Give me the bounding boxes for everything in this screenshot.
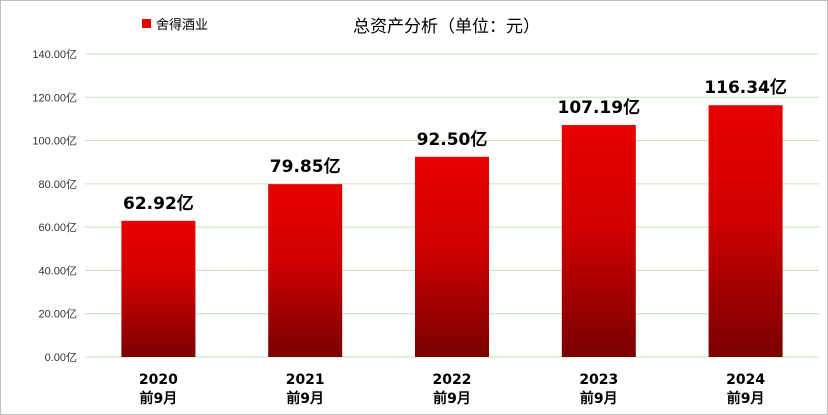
category-period-label: 前9月: [140, 390, 178, 407]
y-tick-label: 40.00亿: [38, 264, 77, 277]
chart-title: 总资产分析（单位：元）: [353, 17, 540, 37]
legend-label: 舍得酒业: [156, 17, 208, 33]
data-label: 92.50亿: [417, 129, 488, 150]
y-tick-label: 140.00亿: [32, 48, 77, 61]
category-year-label: 2023: [579, 372, 618, 388]
data-label: 116.34亿: [704, 77, 787, 98]
category-year-label: 2020: [139, 372, 178, 388]
category-period-label: 前9月: [433, 390, 471, 407]
legend-swatch: [142, 19, 151, 28]
y-tick-label: 120.00亿: [32, 91, 77, 104]
x-axis-categories: 2020 前9月 2021 前9月 2022 前9月 2023 前9月 2024 前9月: [139, 372, 765, 407]
bars: [121, 105, 783, 357]
legend: 舍得酒业: [142, 17, 208, 33]
bar: [708, 105, 783, 357]
data-label: 107.19亿: [557, 97, 640, 118]
y-tick-label: 60.00亿: [38, 221, 77, 234]
category-period-label: 前9月: [727, 390, 765, 407]
bar: [561, 125, 636, 357]
bar: [415, 156, 489, 357]
data-label: 62.92亿: [123, 193, 194, 214]
category-year-label: 2024: [726, 372, 765, 388]
data-labels: 62.92亿 79.85亿 92.50亿 107.19亿 116.34亿: [123, 77, 787, 214]
category-period-label: 前9月: [286, 390, 324, 407]
category-year-label: 2021: [286, 372, 325, 388]
y-tick-label: 0.00亿: [45, 351, 77, 364]
bar: [268, 184, 343, 357]
y-tick-label: 20.00亿: [38, 308, 77, 321]
bar: [121, 220, 196, 357]
category-year-label: 2022: [433, 372, 472, 388]
y-tick-label: 100.00亿: [32, 135, 77, 148]
y-tick-label: 80.00亿: [38, 178, 77, 191]
data-label: 79.85亿: [270, 156, 341, 177]
category-period-label: 前9月: [580, 390, 618, 407]
y-axis-ticks: 0.00亿 20.00亿 40.00亿 60.00亿 80.00亿 100.00亿 120.…: [32, 48, 77, 364]
